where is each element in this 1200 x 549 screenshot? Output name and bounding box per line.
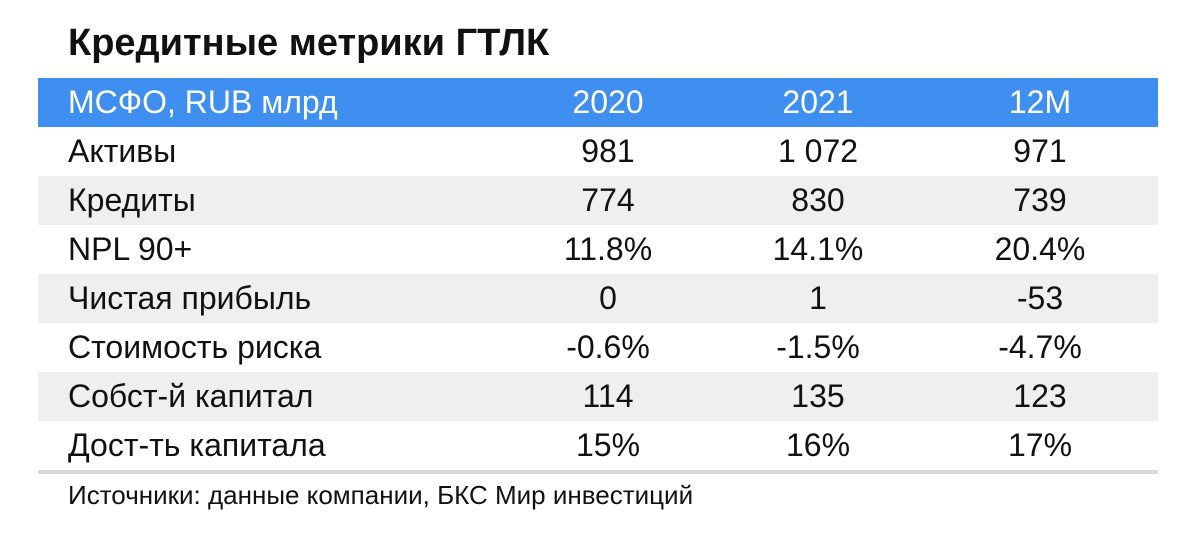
table-row: NPL 90+ 11.8% 14.1% 20.4% [38, 225, 1158, 274]
row-label: Активы [68, 133, 177, 169]
row-label: Кредиты [68, 182, 196, 218]
cell-value: 981 [581, 133, 635, 169]
cell-value: 15% [575, 427, 641, 463]
cell-value: 830 [791, 182, 845, 218]
row-label: Собст-й капитал [68, 378, 314, 414]
row-label: NPL 90+ [68, 231, 193, 267]
cell-value: 12M [1008, 84, 1072, 120]
table: МСФО, RUB млрд 2020 2021 12M Активы 981 1 072 9… [38, 78, 1158, 474]
row-label: МСФО, RUB млрд [68, 84, 338, 120]
cell-value: 971 [1013, 133, 1067, 169]
cell-value: 17% [1007, 427, 1073, 463]
cell-value: 2020 [572, 84, 644, 120]
cell-value: -1.5% [776, 329, 860, 365]
cell-value: 11.8% [563, 231, 653, 267]
cell-value: 20.4% [994, 231, 1086, 267]
cell-value: 114 [582, 378, 634, 414]
table-row: Активы 981 1 072 971 [38, 127, 1158, 176]
cell-value: 774 [581, 182, 635, 218]
row-label: Дост-ть капитала [68, 427, 326, 463]
table-row: Стоимость риска -0.6% -1.5% -4.7% [38, 323, 1158, 372]
row-label: Стоимость риска [68, 329, 322, 365]
source-note: Источники: данные компании, БКС Мир инве… [68, 480, 694, 510]
cell-value: 1 [809, 280, 827, 316]
row-label: Чистая прибыль [68, 280, 312, 316]
cell-value: 16% [785, 427, 851, 463]
cell-value: -4.7% [998, 329, 1082, 365]
cell-value: -0.6% [566, 329, 650, 365]
table-row: Кредиты 774 830 739 [38, 176, 1158, 225]
cell-value: 135 [791, 378, 845, 414]
cell-value: 14.1% [772, 231, 864, 267]
cell-value: 123 [1013, 378, 1067, 414]
cell-value: 2021 [782, 84, 854, 120]
header-row: МСФО, RUB млрд 2020 2021 12M [38, 78, 1158, 127]
table-row: Собст-й капитал 114 135 123 [38, 372, 1158, 421]
cell-value: 1 072 [777, 133, 859, 169]
bottom-rule [38, 470, 1158, 474]
cell-value: 739 [1013, 182, 1067, 218]
table-row: Дост-ть капитала 15% 16% 17% [38, 421, 1158, 470]
table-row: Чистая прибыль 0 1 -53 [38, 274, 1158, 323]
cell-value: 0 [599, 280, 617, 316]
title: Кредитные метрики ГТЛК [68, 22, 550, 64]
cell-value: -53 [1016, 280, 1064, 316]
